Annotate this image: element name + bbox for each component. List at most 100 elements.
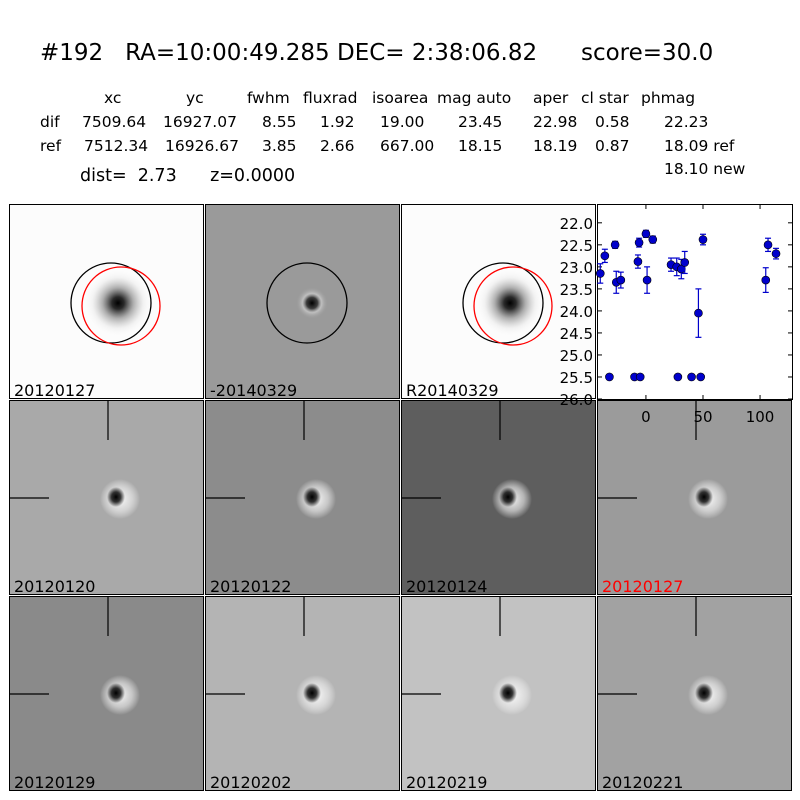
cutout-date-label: 20120129 [14,773,96,791]
cutout-panel: R20140329 [401,204,596,399]
cutout-date-label: 20120202 [210,773,292,791]
star-blob [476,269,544,337]
column-header: isoarea [372,89,429,107]
row-value: 22.98 [533,113,578,131]
header-title: #192 RA=10:00:49.285 DEC= 2:38:06.82 sco… [40,40,714,66]
residual-core [303,683,321,703]
data-point [616,275,626,285]
row-value: 1.92 [320,113,355,131]
data-point [605,372,614,382]
cutout-image [206,597,336,715]
cutout-panel: 20120122 [205,400,400,595]
column-header: fluxrad [303,89,358,107]
aperture-circle [81,266,161,346]
row-value: 18.15 [458,137,503,155]
data-point [763,240,773,250]
y-tick-label: 24.0 [560,303,593,321]
residual-core [499,683,517,703]
y-tick-label: 23.0 [560,259,593,277]
cutout-panel: 20120129 [9,596,204,791]
cutout-panel: 20120202 [205,596,400,791]
data-point [634,238,644,247]
cutout-date-label: 20120221 [602,773,684,791]
column-header: fwhm [247,89,290,107]
cutout-date-label: R20140329 [406,381,499,399]
residual-core [695,487,713,507]
data-point [673,372,683,382]
column-header: cl star [581,89,629,107]
light-curve-chart: 22.0 22.5 23.0 23.5 24.0 24.5 25.0 25.5 26.0 0 50 1… [560,204,793,426]
row-value: 667.00 [380,137,435,155]
data-point [642,275,652,285]
cutout-date-label: -20140329 [210,381,298,399]
data-point [648,235,658,244]
column-header: yc [186,89,204,107]
light-curve-panel: 22.0 22.5 23.0 23.5 24.0 24.5 25.0 25.5 26.0 0 50 1… [560,204,793,426]
column-header: aper [533,89,569,107]
cutout-panel: 20120127 [9,204,204,399]
residual-core [499,487,517,507]
data-point [600,251,610,261]
cutout-image [10,401,140,519]
row-value: 7509.64 [82,113,147,131]
row-label: dif [40,113,60,131]
data-point [698,235,708,244]
row-value: 7512.34 [84,137,149,155]
residual-core [695,683,713,703]
cutout-panel: 20120221 [597,596,792,791]
data-point [687,372,696,382]
cutout-date-label: 20120122 [210,577,292,595]
row-value: 16926.67 [165,137,239,155]
cutout-panel: 20120127 [597,400,792,595]
plot-frame [597,204,793,400]
column-header: phmag [641,89,696,107]
row-value: 16927.07 [163,113,237,131]
row-value: 0.58 [595,113,630,131]
cutout-panel: 20120124 [401,400,596,595]
data-point [694,308,703,318]
cutout-panel: 20120120 [9,400,204,595]
row-value: 2.66 [320,137,355,155]
data-point [761,275,771,285]
data-point [680,258,690,267]
residual-core [107,683,125,703]
row-value: 18.09 ref [664,137,735,155]
y-tick-label: 25.0 [560,347,593,365]
star-blob [84,269,152,337]
aperture-circle [266,262,348,344]
cutout-panel: -20140329 [205,204,400,399]
data-point [610,240,620,250]
row-value: 19.00 [380,113,425,131]
data-point [635,372,645,382]
row-value: 8.55 [262,113,297,131]
y-tick-label: 22.0 [560,215,593,233]
phmag-new: 18.10 new [664,160,746,178]
cutout-image [10,597,140,715]
data-point [696,372,706,382]
data-point [771,249,781,258]
cutout-image [206,401,336,519]
aperture-circle [473,266,553,346]
x-tick-label: 100 [746,408,775,426]
cutout-date-label: 20120124 [406,577,488,595]
row-value: 3.85 [262,137,297,155]
y-tick-label: 23.5 [560,281,593,299]
x-tick-label: 0 [641,408,651,426]
cutout-date-label: 20120127 [14,381,96,399]
cutout-image [70,262,161,346]
cutout-image [598,401,728,519]
column-header: mag auto [437,89,512,107]
row-value: 0.87 [595,137,630,155]
data-point [595,269,605,278]
row-label: ref [40,137,62,155]
aperture-circle [462,262,544,344]
cutout-image [598,597,728,715]
y-tick-label: 26.0 [560,391,593,409]
residual-core [303,487,321,507]
row-value: 23.45 [458,113,503,131]
residual-blob [296,287,328,319]
cutout-date-label: 20120219 [406,773,488,791]
column-header: xc [104,89,122,107]
y-tick-label: 24.5 [560,325,593,343]
dist-line: dist= 2.73 z=0.0000 [80,166,296,186]
